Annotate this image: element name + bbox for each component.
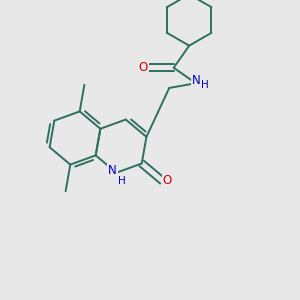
Text: O: O xyxy=(138,61,148,74)
Text: N: N xyxy=(191,74,200,87)
Text: H: H xyxy=(118,176,126,186)
Text: N: N xyxy=(108,164,117,177)
Text: O: O xyxy=(163,174,172,187)
Text: H: H xyxy=(201,80,209,90)
